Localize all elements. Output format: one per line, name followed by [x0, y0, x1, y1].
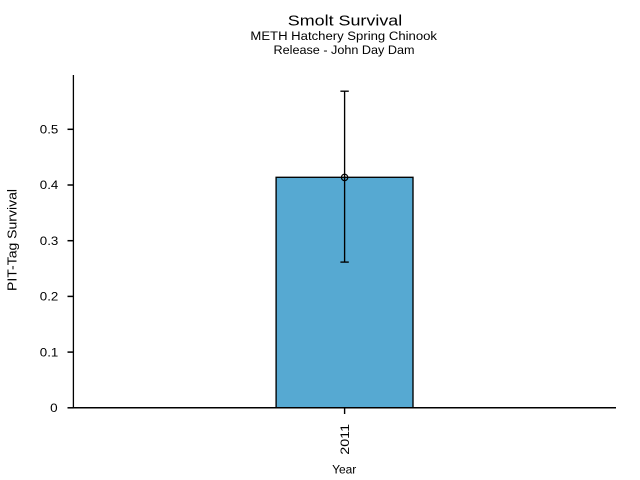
svg-text:0.2: 0.2 — [40, 290, 59, 304]
svg-text:0.4: 0.4 — [40, 178, 59, 192]
svg-text:2011: 2011 — [338, 424, 352, 455]
svg-text:PIT-Tag Survival: PIT-Tag Survival — [5, 189, 19, 291]
svg-text:0.3: 0.3 — [40, 234, 59, 248]
svg-text:0.1: 0.1 — [40, 345, 59, 359]
svg-text:METH Hatchery Spring Chinook: METH Hatchery Spring Chinook — [250, 29, 437, 43]
svg-text:Release - John Day Dam: Release - John Day Dam — [274, 43, 415, 57]
svg-text:0: 0 — [50, 401, 58, 415]
svg-text:0.5: 0.5 — [40, 123, 59, 137]
svg-text:Year: Year — [332, 463, 356, 477]
svg-text:Smolt Survival: Smolt Survival — [288, 13, 402, 30]
